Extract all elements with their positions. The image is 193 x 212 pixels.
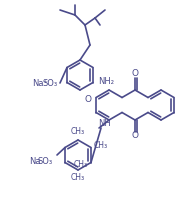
Text: SO₃: SO₃	[37, 158, 52, 166]
Text: O: O	[85, 95, 91, 104]
Text: Na: Na	[29, 158, 41, 166]
Text: CH₃: CH₃	[71, 173, 85, 183]
Text: CH₃: CH₃	[74, 160, 88, 169]
Text: O: O	[131, 131, 139, 141]
Text: O: O	[131, 70, 139, 78]
Text: NH₂: NH₂	[98, 78, 114, 86]
Text: CH₃: CH₃	[71, 127, 85, 137]
Text: SO₃: SO₃	[42, 78, 58, 88]
Text: Na⁺: Na⁺	[32, 78, 48, 88]
Text: NH: NH	[98, 119, 110, 127]
Text: CH₃: CH₃	[94, 141, 108, 150]
